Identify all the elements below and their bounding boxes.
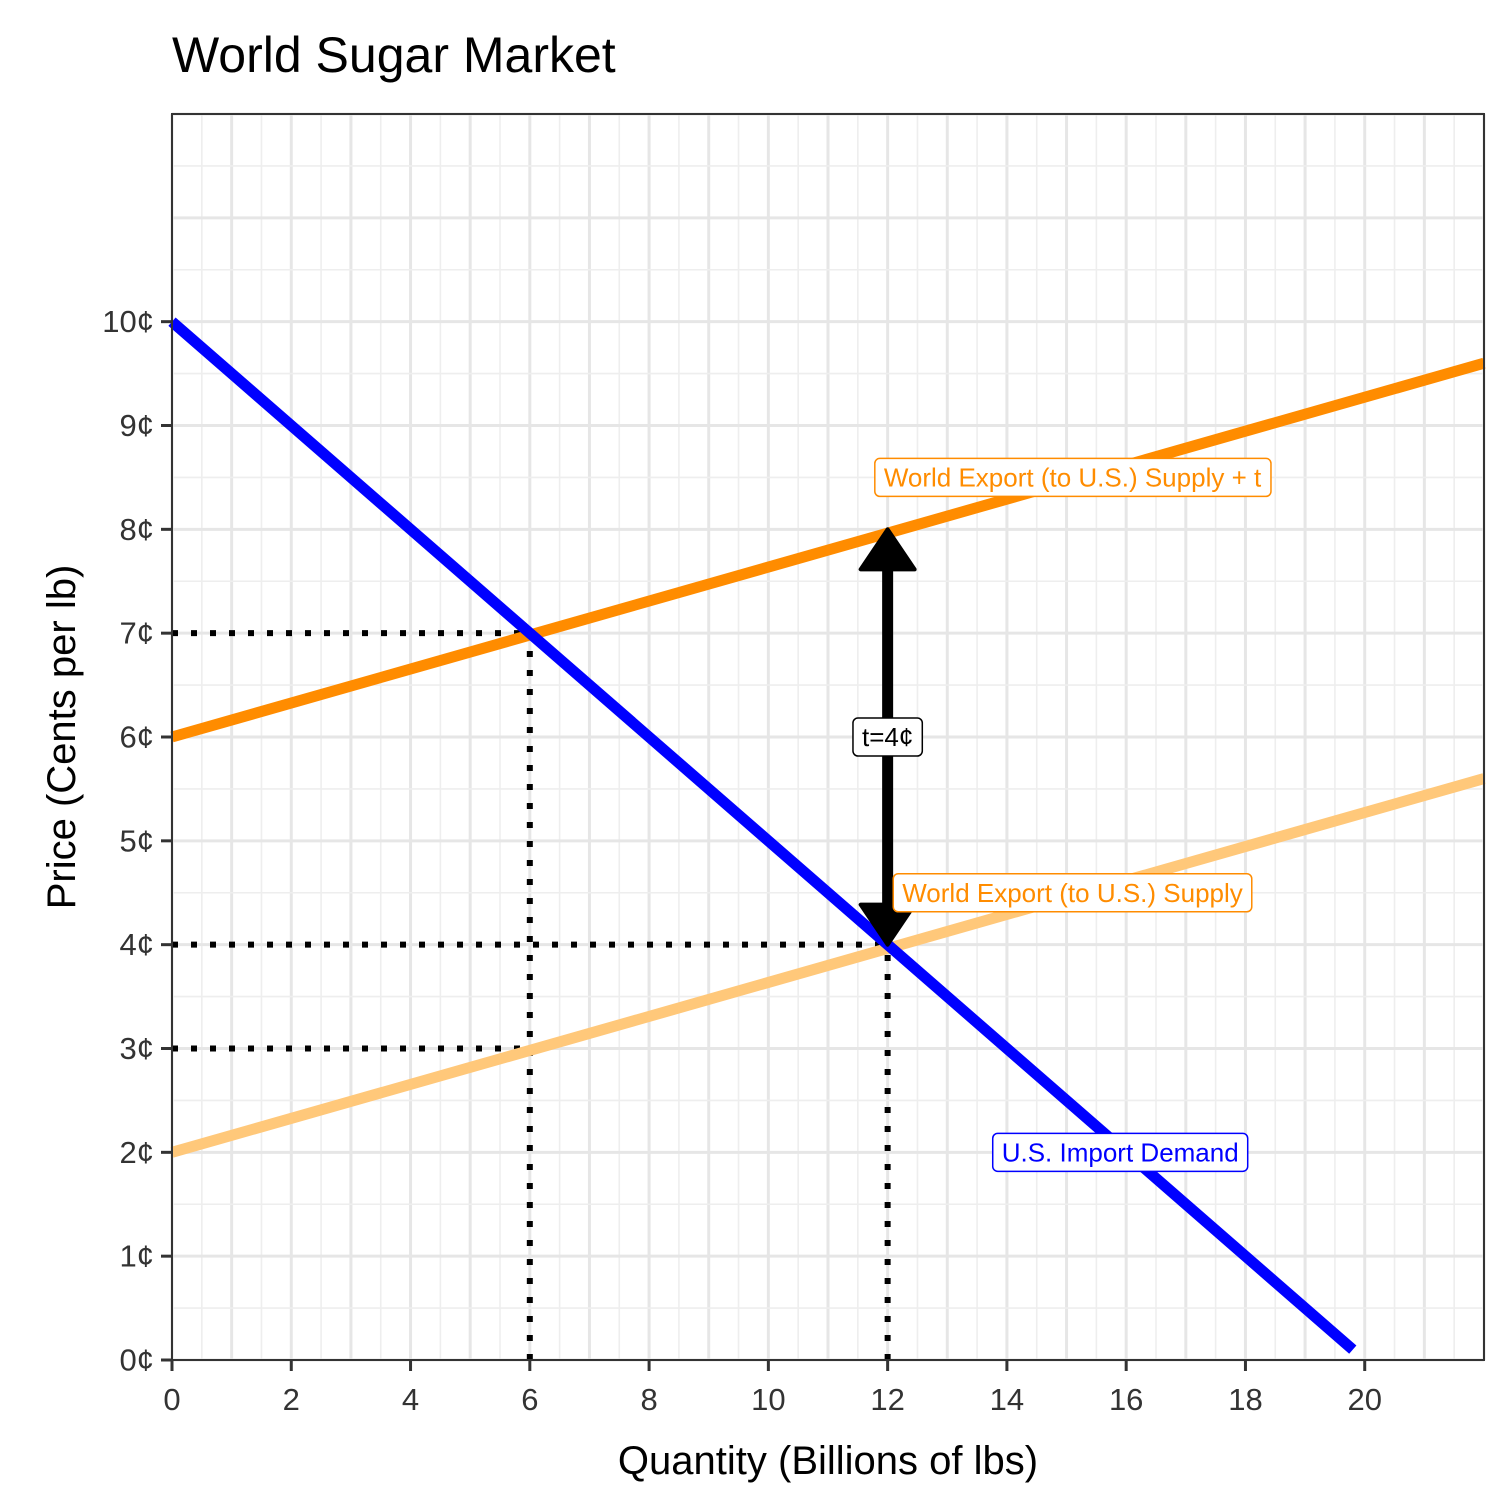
x-tick-label: 4 xyxy=(402,1382,419,1417)
axis-ticks xyxy=(161,320,1367,1371)
series-line xyxy=(168,317,1357,1354)
y-tick-label: 5¢ xyxy=(120,823,154,858)
y-tick-label: 6¢ xyxy=(120,720,154,755)
reference-lines xyxy=(172,630,891,1360)
series-lines xyxy=(168,317,1486,1354)
annotation-label-box xyxy=(874,457,1272,498)
y-tick-label: 9¢ xyxy=(120,408,154,443)
y-tick-label: 0¢ xyxy=(120,1343,154,1378)
arrow-head-up xyxy=(858,527,917,572)
x-tick-label: 16 xyxy=(1109,1382,1143,1417)
annotation-label: U.S. Import Demand xyxy=(991,1132,1249,1173)
y-axis-title: Price (Cents per lb) xyxy=(40,565,84,910)
annotation-label-text: World Export (to U.S.) Supply xyxy=(902,878,1243,908)
x-axis-title: Quantity (Billions of lbs) xyxy=(618,1439,1038,1483)
y-tick-labels: 0¢ 1¢ 2¢ 3¢ 4¢ 5¢ 6¢ 7¢ 8¢ 9¢ 10¢ xyxy=(102,304,154,1377)
tax-label: t=4¢ xyxy=(852,717,924,757)
x-tick-label: 0 xyxy=(163,1382,180,1417)
y-tick-label: 3¢ xyxy=(120,1031,154,1066)
annotation-label: World Export (to U.S.) Supply xyxy=(892,873,1253,913)
y-tick-label: 10¢ xyxy=(102,304,154,339)
annotation-label-text: World Export (to U.S.) Supply + t xyxy=(884,462,1262,492)
x-tick-label: 8 xyxy=(640,1382,657,1417)
tax-label-box xyxy=(852,717,924,757)
x-tick-label: 6 xyxy=(521,1382,538,1417)
x-tick-label: 18 xyxy=(1228,1382,1262,1417)
x-tick-label: 10 xyxy=(751,1382,785,1417)
annotations: t=4¢ World Export (to U.S.) Supply + t Wor… xyxy=(852,457,1272,1173)
tax-label-text: t=4¢ xyxy=(862,722,913,752)
annotation-label-box xyxy=(991,1132,1249,1173)
arrow-head-down xyxy=(858,902,917,947)
x-tick-label: 20 xyxy=(1347,1382,1381,1417)
y-tick-label: 1¢ xyxy=(120,1239,154,1274)
series-line xyxy=(170,357,1486,743)
y-tick-label: 4¢ xyxy=(120,927,154,962)
series-line xyxy=(170,773,1486,1158)
annotation-label: World Export (to U.S.) Supply + t xyxy=(874,457,1272,498)
y-tick-label: 2¢ xyxy=(120,1135,154,1170)
y-tick-label: 8¢ xyxy=(120,512,154,547)
x-tick-label: 14 xyxy=(990,1382,1024,1417)
x-tick-labels: 0 2 4 6 8 10 12 14 16 18 20 xyxy=(163,1382,1382,1417)
annotation-label-text: U.S. Import Demand xyxy=(1002,1137,1239,1167)
annotation-label-box xyxy=(892,873,1253,913)
chart-title: World Sugar Market xyxy=(172,27,616,83)
grid xyxy=(170,112,1486,1362)
y-tick-label: 7¢ xyxy=(120,616,154,651)
x-tick-label: 2 xyxy=(283,1382,300,1417)
x-tick-label: 12 xyxy=(870,1382,904,1417)
